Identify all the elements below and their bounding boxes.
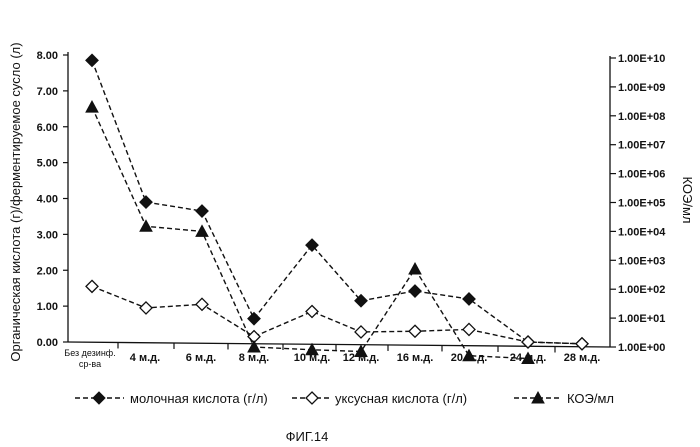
x-tick-label-line: ср-ва: [79, 359, 101, 369]
x-tick-label: 28 м.д.: [564, 352, 601, 364]
series-3: [86, 101, 534, 363]
legend-label-acetic: уксусная кислота (г/л): [335, 391, 467, 406]
legend: молочная кислота (г/л) уксусная кислота …: [75, 391, 614, 406]
series-line: [92, 60, 582, 343]
data-point: [140, 220, 152, 231]
y-tick-label: 2.00: [37, 265, 58, 277]
y2-tick-label: 1.00E+10: [618, 53, 665, 65]
legend-item-acetic: уксусная кислота (г/л): [292, 391, 467, 406]
data-point: [248, 341, 260, 352]
legend-item-cfu: КОЭ/мл: [514, 391, 614, 406]
data-point: [306, 306, 318, 318]
y2-tick-label: 1.00E+01: [618, 313, 665, 325]
y2-tick-label: 1.00E+05: [618, 198, 665, 210]
data-point: [140, 302, 152, 314]
y2-tick-label: 1.00E+09: [618, 82, 665, 94]
legend-label-lactic: молочная кислота (г/л): [130, 391, 268, 406]
data-point: [248, 313, 260, 325]
legend-label-cfu: КОЭ/мл: [567, 391, 614, 406]
data-point: [86, 54, 98, 66]
legend-marker-lactic: [93, 392, 105, 404]
x-tick-label: 8 м.д.: [239, 352, 269, 364]
data-point: [463, 323, 475, 335]
series-line: [92, 286, 582, 343]
series-2: [86, 280, 588, 349]
y2-tick-label: 1.00E+00: [618, 342, 665, 354]
data-point: [463, 293, 475, 305]
y-ticks: 0.00 1.00 2.00 3.00 4.00 5.00 6.00 7.00 8.00: [37, 50, 68, 349]
data-point: [196, 225, 208, 236]
data-point: [196, 205, 208, 217]
y-tick-label: 8.00: [37, 50, 58, 62]
x-tick-label-line: 8 м.д.: [239, 352, 269, 364]
x-tick-label-line: 4 м.д.: [130, 352, 160, 364]
figure-caption: ФИГ.14: [286, 429, 329, 444]
y2-tick-label: 1.00E+08: [618, 111, 665, 123]
series-1: [86, 54, 588, 349]
legend-item-lactic: молочная кислота (г/л): [75, 391, 268, 406]
data-point: [86, 280, 98, 292]
y-tick-label: 7.00: [37, 86, 58, 98]
y-tick-label: 1.00: [37, 301, 58, 313]
y-tick-label: 6.00: [37, 122, 58, 134]
y-tick-label: 3.00: [37, 229, 58, 241]
y-axis-title: Органическая кислота (г)/ферментируемое …: [8, 42, 23, 361]
x-tick-label-line: Без дезинф.: [64, 348, 115, 358]
data-point: [355, 326, 367, 338]
x-tick-label: 6 м.д.: [186, 352, 216, 364]
data-point: [409, 325, 421, 337]
y-tick-label: 5.00: [37, 158, 58, 170]
legend-marker-acetic: [306, 392, 318, 404]
data-point: [409, 285, 421, 297]
data-point: [409, 263, 421, 274]
x-tick-label: 16 м.д.: [397, 352, 434, 364]
y2-tick-label: 1.00E+02: [618, 284, 665, 296]
x-tick-label-line: 16 м.д.: [397, 352, 434, 364]
y2-axis-title: КОЭ/мл: [680, 176, 695, 223]
data-point: [140, 196, 152, 208]
y2-tick-label: 1.00E+07: [618, 140, 665, 152]
series-layer: [86, 54, 588, 363]
data-point: [576, 338, 588, 350]
y-tick-label: 0.00: [37, 337, 58, 349]
y2-tick-label: 1.00E+03: [618, 255, 665, 267]
x-tick-label: 4 м.д.: [130, 352, 160, 364]
y2-tick-label: 1.00E+04: [618, 226, 666, 238]
data-point: [196, 298, 208, 310]
x-tick-label: Без дезинф.ср-ва: [64, 348, 115, 369]
series-line: [92, 107, 528, 358]
x-tick-label-line: 28 м.д.: [564, 352, 601, 364]
y2-ticks: 1.00E+00 1.00E+01 1.00E+02 1.00E+03 1.00E+04…: [610, 53, 666, 354]
data-point: [86, 101, 98, 112]
x-tick-label-line: 6 м.д.: [186, 352, 216, 364]
y-tick-label: 4.00: [37, 194, 58, 206]
y2-tick-label: 1.00E+06: [618, 169, 665, 181]
